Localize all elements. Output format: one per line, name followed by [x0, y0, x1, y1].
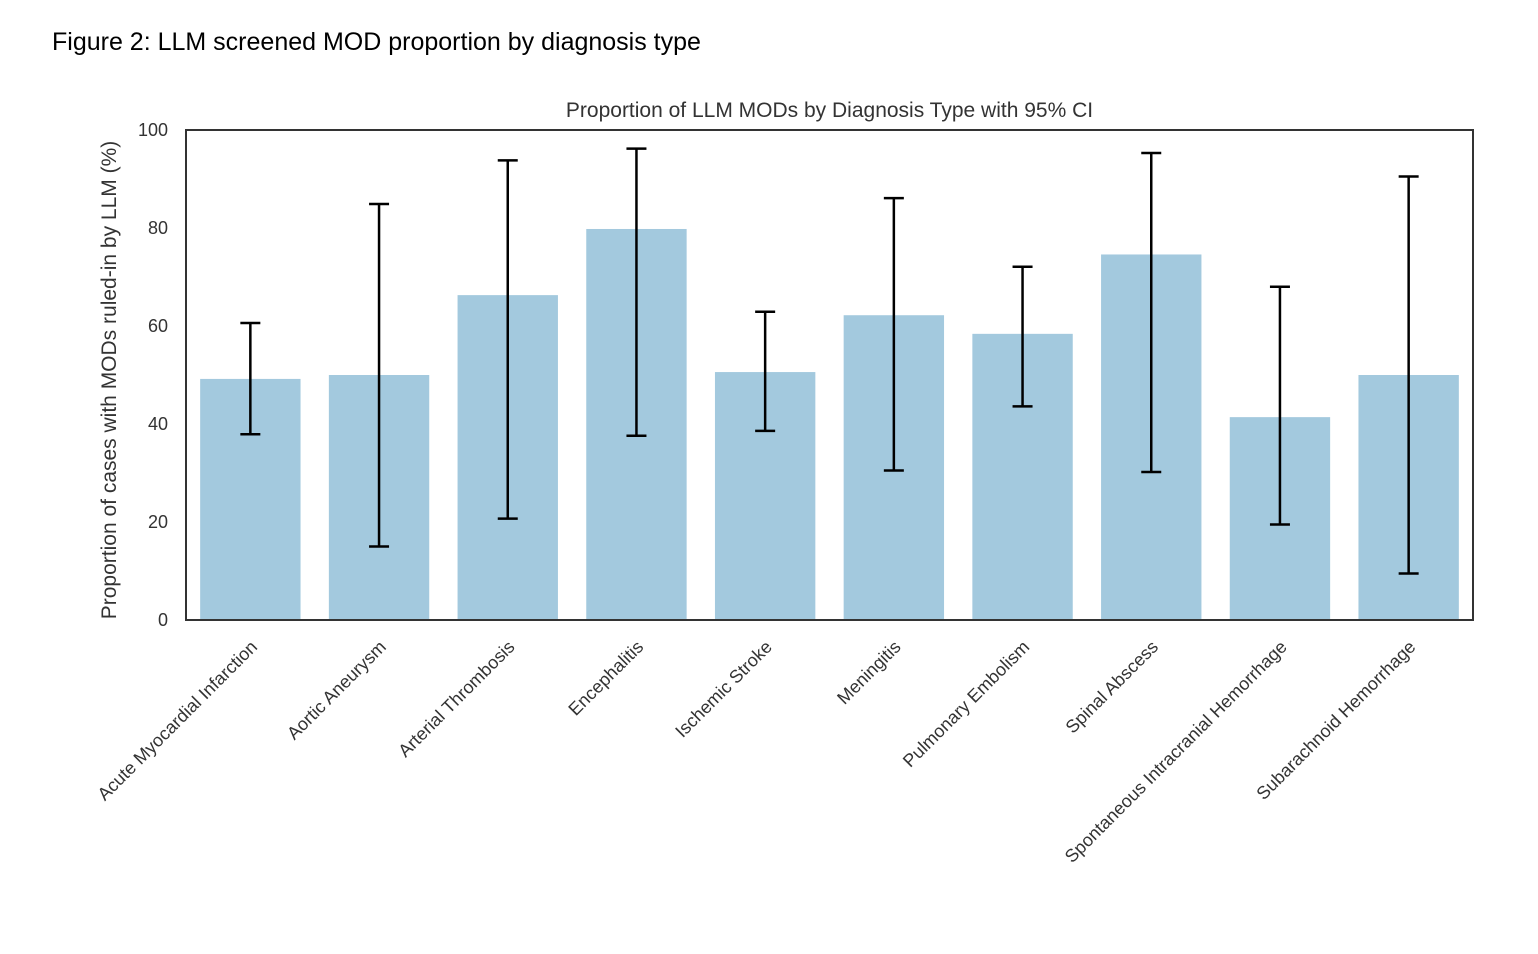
error-bar [497, 159, 518, 520]
error-bar [1012, 265, 1033, 408]
error-bar [369, 202, 390, 548]
y-axis-ticks: 0 20 40 60 80 100 [138, 120, 168, 630]
y-tick-label: 60 [148, 316, 168, 336]
x-tick-label: Acute Myocardial Infarction [94, 637, 262, 805]
x-tick-label: Spinal Abscess [1062, 637, 1162, 737]
errorbars-group [240, 147, 1419, 575]
error-bar [240, 321, 261, 436]
chart-title: Proportion of LLM MODs by Diagnosis Type… [566, 99, 1093, 122]
x-tick-label: Arterial Thrombosis [394, 637, 518, 761]
x-tick-label: Encephalitis [565, 637, 648, 720]
x-tick-label: Pulmonary Embolism [899, 637, 1033, 771]
x-tick-label: Ischemic Stroke [671, 637, 776, 742]
error-bar [883, 196, 904, 472]
error-bar [1398, 175, 1419, 575]
y-tick-label: 0 [158, 610, 168, 630]
x-tick-label: Spontaneous Intracranial Hemorrhage [1061, 637, 1291, 867]
error-bar [626, 147, 647, 438]
error-bar [755, 310, 776, 433]
x-tick-label: Aortic Aneurysm [283, 637, 390, 744]
figure-caption: Figure 2: LLM screened MOD proportion by… [52, 28, 701, 56]
y-axis-label: Proportion of cases with MODs ruled-in b… [98, 141, 121, 620]
error-bar [1269, 285, 1290, 526]
x-axis-ticks: Acute Myocardial Infarction Aortic Aneury… [94, 637, 1420, 867]
x-tick-label: Meningitis [833, 637, 904, 708]
y-tick-label: 40 [148, 414, 168, 434]
plot-frame [185, 129, 1474, 621]
y-tick-label: 20 [148, 512, 168, 532]
y-tick-label: 80 [148, 218, 168, 238]
error-bar [1141, 151, 1162, 474]
y-tick-label: 100 [138, 120, 168, 140]
